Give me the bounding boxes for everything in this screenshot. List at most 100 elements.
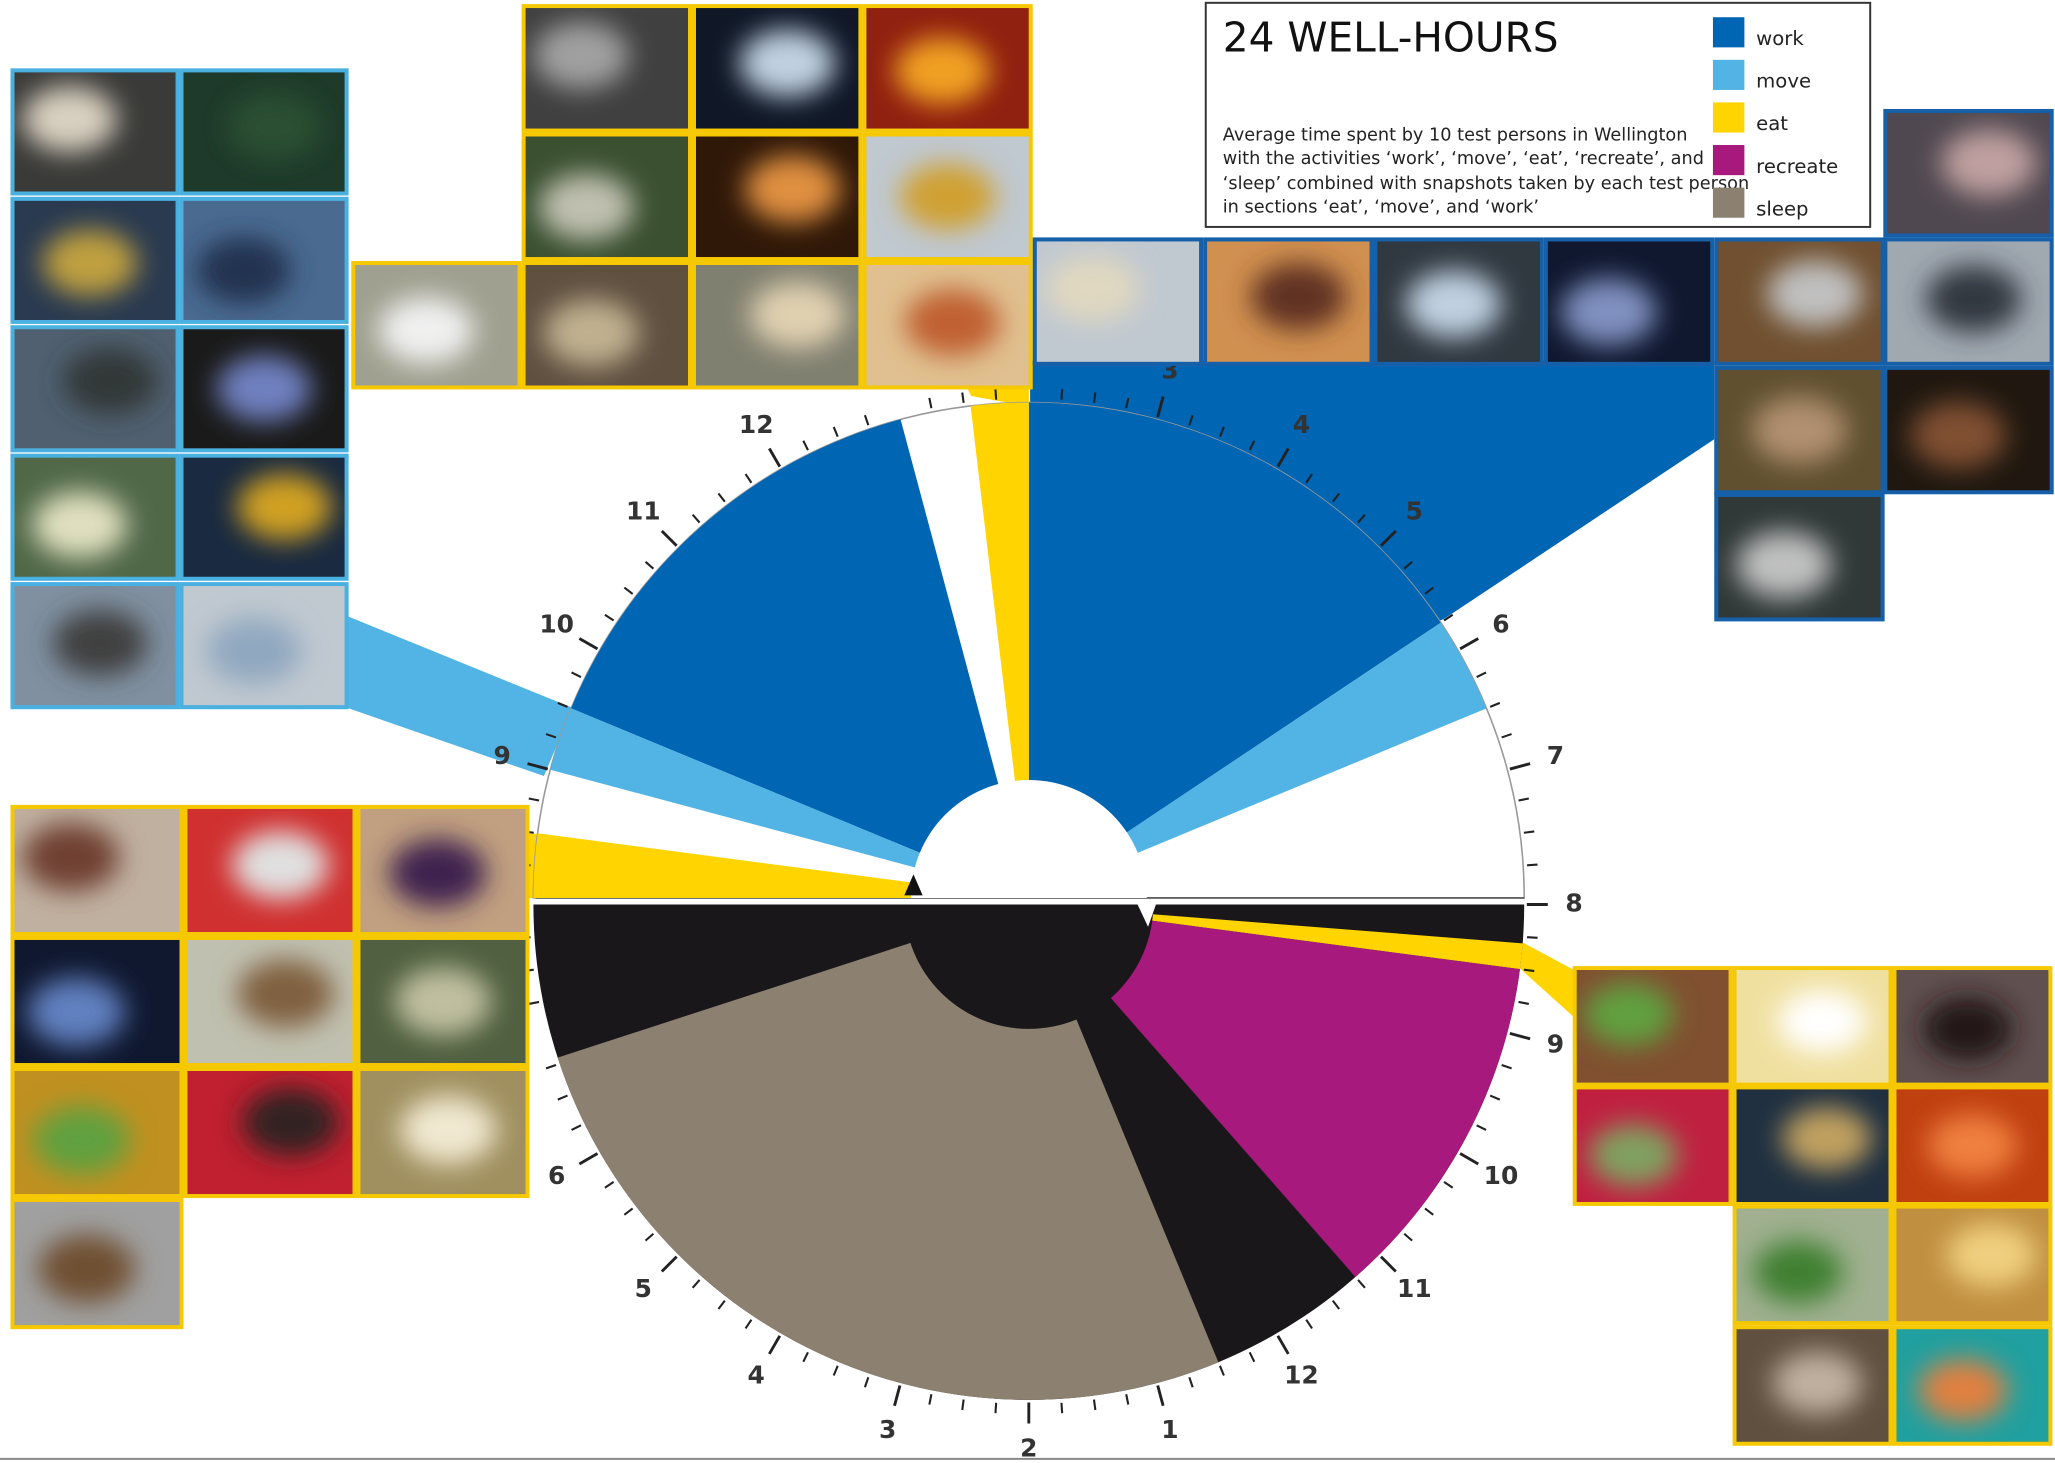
photo [14,329,176,449]
minor-tick [802,1351,809,1363]
photo [525,8,689,129]
legend-frame [1204,1,1872,228]
hour-tick [660,529,678,547]
minor-tick [1125,397,1130,409]
photo-subject [62,348,158,415]
photo-subject [32,491,128,558]
minor-tick [1518,797,1530,802]
minor-tick [528,1000,540,1005]
photo-subject [32,1106,130,1175]
photo-subject [231,831,329,900]
photo [525,264,689,386]
legend-label: eat [1756,112,1788,135]
minor-tick [961,1399,965,1411]
photo-subject [389,838,487,908]
activity-wedge [533,833,1029,898]
photo [695,8,859,129]
hour-label: 11 [626,496,661,525]
photo [1887,112,2050,234]
minor-tick [744,1319,753,1329]
photo [14,1070,180,1195]
photo [1718,369,1881,491]
hour-tick [1276,447,1290,468]
minor-tick [1424,1207,1434,1216]
minor-tick [832,426,839,438]
minor-tick [1188,1376,1194,1388]
night-hub [904,904,1154,1029]
photo-subject [533,22,629,89]
minor-tick [1248,440,1256,451]
photo-subject [1405,270,1502,338]
legend-swatch [1712,59,1745,90]
legend-swatch [1712,145,1745,176]
photo-subject [538,173,635,241]
photo-subject [1918,1358,2008,1422]
minor-tick [1424,586,1434,595]
minor-tick [1357,1279,1366,1289]
hour-label: 4 [1293,410,1310,439]
minor-tick [802,440,809,451]
minor-tick [863,1376,870,1388]
photo-subject [196,237,292,304]
minor-tick [557,1094,568,1101]
photo-subject [226,93,322,160]
photo-subject [1250,263,1347,330]
minor-tick [1248,1351,1256,1363]
photo [187,1070,353,1195]
photo-subject [394,967,492,1036]
minor-tick [1476,1124,1487,1131]
photo-subject [744,155,841,223]
minor-tick [1523,968,1535,973]
minor-tick [1443,1181,1454,1189]
hour-tick [578,637,599,651]
hour-tick [893,1385,902,1407]
hour-tick [1156,1385,1165,1407]
photo-subject [38,1234,136,1303]
photo [183,586,345,706]
minor-tick [691,513,701,524]
photo [1887,369,2050,491]
photo-subject [904,289,1001,357]
minor-tick [545,733,557,739]
activity-wedge [1028,904,1523,970]
hour-tick [1379,1255,1397,1273]
hour-label: 12 [739,410,774,439]
photo-subject [42,229,138,296]
minor-tick [604,613,615,622]
photo-subject [739,29,836,97]
hour-label: 8 [1565,888,1582,917]
activity-wedge [557,904,1219,1400]
minor-tick [1305,473,1313,484]
minor-tick [717,1300,726,1310]
minor-tick [1501,1064,1512,1070]
photo [866,8,1029,129]
hour-label: 10 [1484,1161,1519,1190]
minor-tick [604,1181,615,1189]
minor-tick [1518,1000,1530,1005]
photo [360,1070,526,1195]
photo [1896,1329,2049,1442]
minor-tick [691,1279,701,1289]
minor-tick [717,492,726,503]
photo-subject [749,281,846,349]
photo [1377,241,1540,362]
minor-tick [994,1402,998,1414]
legend-swatch [1712,102,1745,133]
night-notch [1137,904,1156,927]
photo [866,136,1029,258]
photo-subject [237,959,334,1028]
photo [525,136,689,258]
photo [183,72,345,192]
title: 24 WELL-HOURS [1223,13,1559,61]
minor-tick [1218,1365,1225,1376]
photo [360,939,526,1064]
hour-tick [1379,529,1397,547]
hour-tick [1459,637,1479,651]
minor-tick [961,392,965,404]
minor-tick [832,1365,839,1376]
minor-tick [528,797,540,802]
photo [1736,970,1889,1083]
hour-tick [1276,1335,1290,1355]
hour-label: 2 [1020,1434,1037,1463]
activity-wedge [571,419,1029,898]
